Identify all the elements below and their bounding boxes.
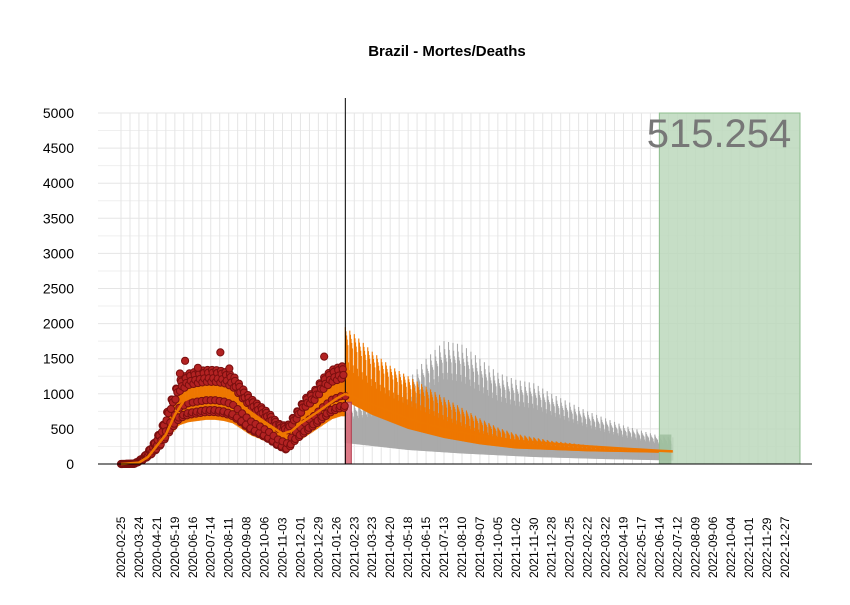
smoothed-lines	[120, 391, 673, 466]
x-tick-label: 2022-07-12	[670, 516, 684, 578]
x-tick-label: 2020-12-01	[294, 516, 308, 578]
x-tick-label: 2021-08-10	[455, 516, 469, 578]
x-tick-label: 2020-10-06	[258, 516, 272, 578]
y-tick-label: 0	[66, 456, 74, 472]
x-tick-label: 2021-09-07	[473, 516, 487, 578]
x-tick-label: 2022-11-29	[760, 517, 774, 578]
x-tick-label: 2022-03-22	[599, 516, 613, 578]
x-tick-label: 2020-05-19	[168, 516, 182, 578]
x-tick-label: 2021-07-13	[437, 516, 451, 578]
x-tick-label: 2020-08-11	[222, 517, 236, 578]
cutoff-bar	[344, 401, 352, 465]
y-tick-label: 1500	[43, 351, 74, 367]
x-tick-label: 2021-02-23	[347, 516, 361, 578]
y-tick-label: 3000	[43, 245, 74, 261]
x-tick-label: 2022-06-14	[652, 516, 666, 578]
x-tick-label: 2022-02-22	[581, 516, 595, 578]
x-tick-label: 2022-01-25	[563, 516, 577, 578]
x-tick-label: 2021-03-23	[365, 516, 379, 578]
x-tick-label: 2022-05-17	[634, 516, 648, 578]
observed-point	[171, 395, 180, 404]
x-tick-label: 2022-10-04	[724, 516, 738, 578]
observed-point	[339, 370, 348, 380]
x-tick-label: 2020-12-29	[311, 516, 325, 578]
x-tick-label: 2021-01-26	[329, 516, 343, 578]
projection-region	[658, 112, 801, 465]
projection-edge-block	[659, 434, 672, 464]
x-tick-label: 2021-06-15	[419, 516, 433, 578]
total-deaths-label: 515.254	[647, 112, 792, 156]
x-tick-labels: 2020-02-25 2020-03-24 2020-04-21 2020-05-19…	[114, 516, 792, 578]
observed-peak-point	[180, 356, 190, 365]
x-tick-label: 2021-04-20	[383, 516, 397, 578]
observed-peak-point	[193, 363, 203, 372]
x-tick-label: 2022-12-27	[778, 516, 792, 578]
y-tick-label: 3500	[43, 210, 74, 226]
x-tick-label: 2021-12-28	[545, 516, 559, 578]
chart-title: Brazil - Mortes/Deaths	[368, 43, 526, 60]
forecast-mean-line	[344, 392, 673, 453]
x-tick-label: 2021-10-05	[491, 516, 505, 578]
y-tick-label: 2000	[43, 316, 74, 332]
x-tick-label: 2021-11-30	[527, 517, 541, 578]
y-tick-label: 4500	[43, 140, 74, 156]
x-tick-label: 2021-11-02	[509, 517, 523, 578]
projection-area	[658, 112, 801, 465]
x-tick-label: 2020-06-16	[186, 516, 200, 578]
x-tick-label: 2020-07-14	[204, 516, 218, 578]
x-tick-label: 2021-05-18	[401, 516, 415, 578]
observed-peak-point	[175, 369, 185, 378]
y-tick-label: 2500	[43, 281, 74, 297]
x-tick-label: 2020-11-03	[276, 517, 290, 578]
observed-point	[340, 401, 349, 411]
x-tick-label: 2022-04-19	[617, 516, 631, 578]
x-tick-label: 2020-03-24	[132, 516, 146, 578]
y-tick-labels: 0 500 1000 1500 2000 2500 3000 3500 4000 4500 5000	[43, 105, 74, 472]
x-tick-label: 2022-08-09	[688, 516, 702, 578]
smoothed-observed-line	[120, 391, 346, 466]
observed-peak-point	[225, 364, 234, 373]
observed-peak-point	[320, 352, 329, 361]
x-tick-label: 2020-02-25	[114, 516, 128, 578]
y-tick-label: 4000	[43, 175, 74, 191]
observed-peak-point	[216, 348, 225, 357]
x-tick-label: 2020-04-21	[150, 516, 164, 578]
x-tick-label: 2020-09-08	[240, 516, 254, 578]
x-tick-label: 2022-11-01	[742, 517, 756, 578]
y-tick-label: 1000	[43, 386, 74, 402]
y-tick-label: 5000	[43, 105, 74, 121]
y-tick-label: 500	[51, 421, 75, 437]
x-tick-label: 2022-09-06	[706, 516, 720, 578]
